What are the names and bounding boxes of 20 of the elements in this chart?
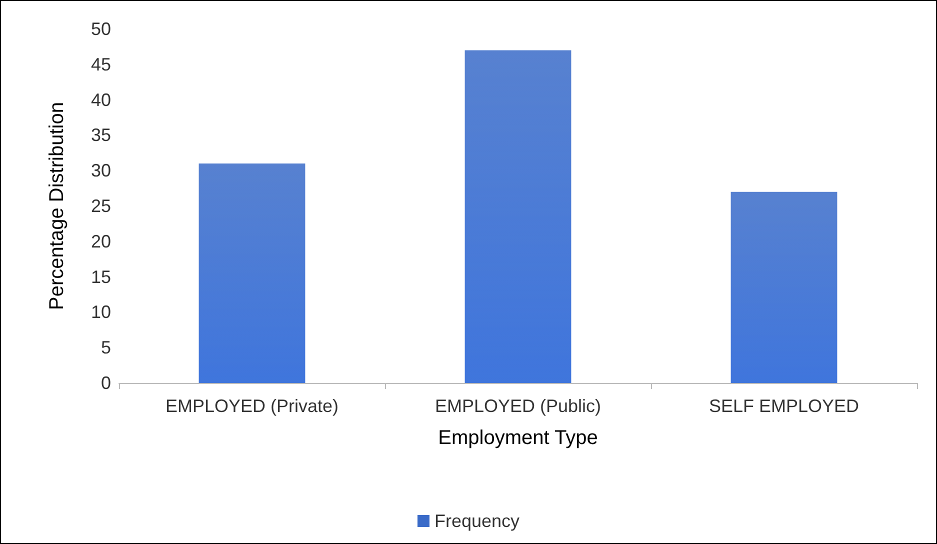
- y-tick-label: 35: [90, 125, 111, 146]
- y-tick-label: 45: [90, 54, 111, 74]
- bar: [464, 50, 572, 383]
- y-tick-label: 0: [100, 373, 111, 393]
- x-tick-label: EMPLOYED (Private): [165, 396, 339, 416]
- x-axis-title: Employment Type: [438, 427, 598, 449]
- y-tick-label: 15: [90, 266, 111, 287]
- x-tick-label: EMPLOYED (Public): [434, 396, 602, 416]
- y-tick-label: 10: [90, 302, 111, 322]
- y-tick-label: 20: [90, 231, 111, 252]
- legend-label: Frequency: [434, 511, 520, 531]
- y-tick-label: 40: [90, 90, 111, 110]
- bar: [730, 192, 838, 383]
- y-tick-label: 25: [90, 196, 111, 216]
- y-tick-label: 30: [90, 160, 111, 181]
- x-tick-label: SELF EMPLOYED: [708, 396, 860, 416]
- y-axis-title: Percentage Distribution: [46, 102, 68, 310]
- bar: [198, 164, 306, 383]
- y-tick-label: 50: [90, 19, 111, 39]
- y-tick-label: 5: [100, 338, 111, 358]
